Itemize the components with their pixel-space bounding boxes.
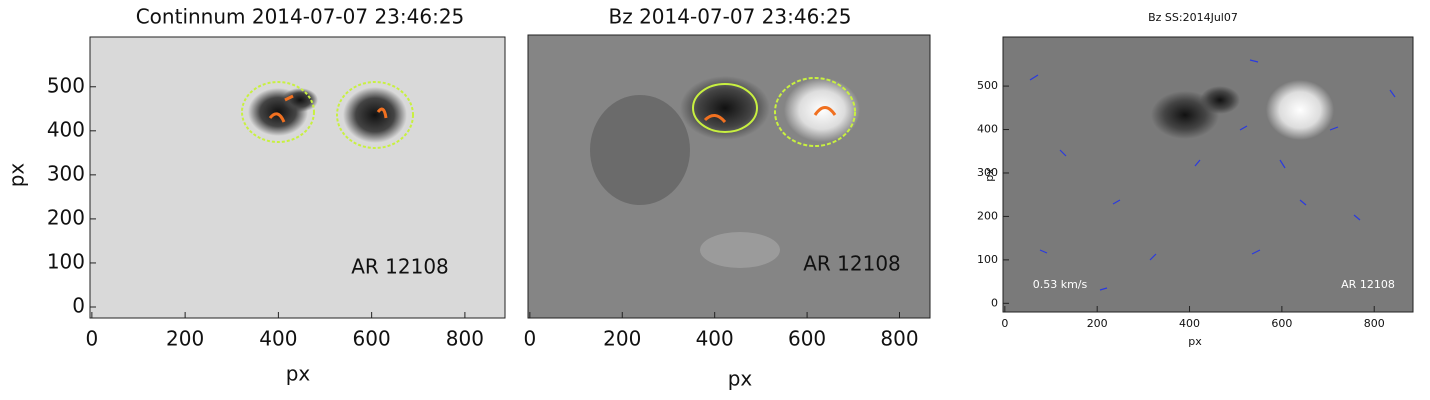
y-tick-label: 200 [977, 209, 998, 222]
y-tick-label: 0 [72, 293, 85, 317]
scale-label: 0.53 km/s [1033, 278, 1088, 291]
x-tick-label: 200 [166, 327, 204, 351]
x-axis-label: px [1188, 335, 1202, 348]
y-tick-label: 300 [977, 166, 998, 179]
annotation: AR 12108 [1341, 278, 1395, 291]
x-tick-label: 400 [259, 327, 297, 351]
panel-title: Bz 2014-07-07 23:46:25 [609, 5, 852, 29]
y-tick-label: 300 [47, 161, 85, 185]
y-tick-label: 100 [47, 249, 85, 273]
x-axis-label: px [286, 362, 311, 386]
panel-title: Continnum 2014-07-07 23:46:25 [136, 5, 465, 29]
y-tick-label: 500 [977, 79, 998, 92]
y-axis-label: px [983, 168, 996, 182]
mask [970, 338, 1030, 358]
y-axis-label: px [5, 163, 29, 188]
x-tick-label: 400 [696, 327, 734, 351]
x-tick-label: 800 [880, 327, 918, 351]
x-axis-label: px [728, 367, 753, 391]
y-tick-label: 500 [47, 73, 85, 97]
x-tick-label: 400 [1179, 317, 1200, 330]
x-tick-label: 0 [1001, 317, 1008, 330]
annotation: AR 12108 [351, 255, 449, 279]
x-tick-label: 600 [353, 327, 391, 351]
annotation: AR 12108 [803, 252, 901, 276]
x-tick-label: 600 [1271, 317, 1292, 330]
y-tick-label: 400 [47, 117, 85, 141]
x-tick-label: 200 [603, 327, 641, 351]
x-tick-label: 800 [446, 327, 484, 351]
x-tick-label: 800 [1364, 317, 1385, 330]
x-tick-label: 600 [788, 327, 826, 351]
continuum-image [89, 36, 506, 319]
y-tick-label: 400 [977, 123, 998, 136]
bz-velocity-image [1002, 36, 1414, 313]
y-tick-label: 0 [991, 296, 998, 309]
x-tick-label: 0 [523, 327, 536, 351]
panel-title: Bz SS:2014Jul07 [1148, 11, 1238, 24]
y-tick-label: 200 [47, 205, 85, 229]
bz-image [527, 34, 931, 319]
x-tick-label: 0 [85, 327, 98, 351]
y-tick-label: 100 [977, 253, 998, 266]
x-tick-label: 200 [1087, 317, 1108, 330]
